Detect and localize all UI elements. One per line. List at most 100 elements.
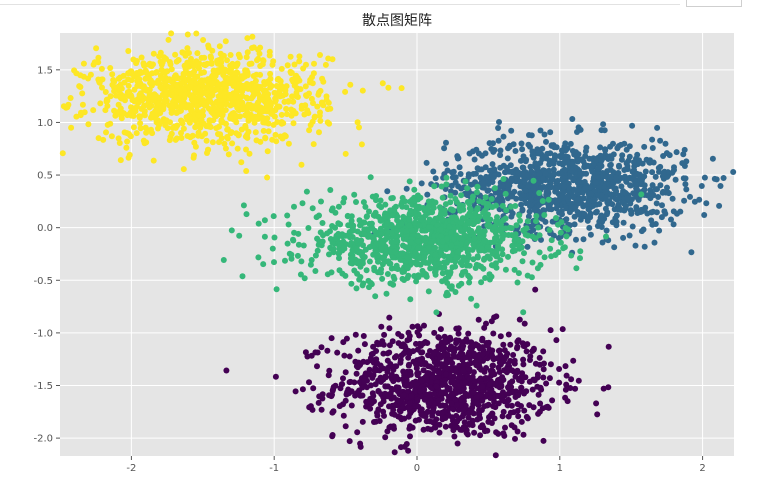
scatter-point <box>178 117 184 124</box>
scatter-point <box>353 245 360 252</box>
scatter-point <box>530 404 537 411</box>
scatter-point <box>340 412 347 419</box>
scatter-point <box>377 269 384 276</box>
scatter-point <box>593 157 599 164</box>
scatter-point <box>196 92 203 99</box>
scatter-point <box>165 36 172 43</box>
scatter-point <box>365 277 372 284</box>
scatter-point <box>79 101 86 108</box>
scatter-point <box>649 169 656 176</box>
scatter-point <box>157 84 164 91</box>
scatter-point <box>299 200 306 207</box>
scatter-point <box>133 130 140 137</box>
scatter-point <box>570 357 577 364</box>
scatter-point <box>537 400 544 407</box>
scatter-point <box>552 185 559 192</box>
scatter-point <box>182 65 189 72</box>
scatter-point <box>295 230 302 237</box>
scatter-point <box>346 241 353 248</box>
scatter-point <box>544 188 551 195</box>
scatter-point <box>519 258 526 265</box>
scatter-point <box>285 221 292 228</box>
scatter-point <box>85 121 92 128</box>
scatter-point <box>143 68 150 75</box>
scatter-point <box>630 190 637 197</box>
scatter-point <box>303 93 310 99</box>
scatter-point <box>439 361 446 368</box>
scatter-point <box>569 161 576 168</box>
scatter-point <box>244 35 251 42</box>
scatter-point <box>511 247 518 254</box>
scatter-point <box>581 211 588 217</box>
scatter-point <box>391 411 398 418</box>
scatter-point <box>611 244 618 251</box>
scatter-point <box>406 216 413 223</box>
scatter-point <box>439 270 446 277</box>
scatter-point <box>278 111 285 118</box>
scatter-point <box>406 178 413 185</box>
scatter-point <box>284 62 291 69</box>
scatter-point <box>146 91 153 98</box>
scatter-point <box>502 190 509 197</box>
scatter-point <box>463 430 470 436</box>
scatter-point <box>342 423 349 430</box>
scatter-point <box>389 386 396 393</box>
scatter-point <box>296 53 303 60</box>
scatter-point <box>497 227 504 234</box>
scatter-point <box>598 224 605 230</box>
scatter-point <box>547 245 554 252</box>
scatter-point <box>587 231 594 238</box>
scatter-point <box>629 122 636 129</box>
scatter-point <box>621 167 628 173</box>
scatter-point <box>250 116 257 123</box>
scatter-point <box>479 383 486 390</box>
scatter-point <box>563 216 570 223</box>
scatter-point <box>269 110 275 117</box>
scatter-point <box>400 350 407 357</box>
scatter-point <box>201 69 207 76</box>
scatter-point <box>214 57 221 64</box>
scatter-point <box>243 54 250 61</box>
scatter-point <box>500 162 507 169</box>
scatter-point <box>429 209 436 216</box>
scatter-point <box>291 203 297 210</box>
scatter-point <box>457 219 464 226</box>
scatter-point <box>471 429 478 436</box>
scatter-point <box>649 145 656 151</box>
scatter-point <box>200 37 207 43</box>
scatter-point <box>335 250 342 257</box>
scatter-point <box>252 77 259 84</box>
scatter-point <box>585 162 592 169</box>
scatter-point <box>603 227 610 234</box>
scatter-point <box>308 257 315 263</box>
scatter-point <box>526 208 533 215</box>
scatter-point <box>632 242 639 249</box>
scatter-point <box>260 97 266 103</box>
scatter-point <box>468 295 475 302</box>
scatter-point <box>386 314 393 321</box>
scatter-point <box>244 72 251 79</box>
scatter-point <box>523 388 530 395</box>
scatter-point <box>465 410 472 416</box>
scatter-point <box>443 371 449 378</box>
scatter-point <box>213 113 219 120</box>
scatter-point <box>298 105 305 112</box>
scatter-point <box>284 111 290 118</box>
scatter-point <box>613 174 620 181</box>
scatter-point <box>360 199 367 206</box>
scatter-point <box>511 357 518 364</box>
scatter-point <box>439 194 446 201</box>
scatter-point <box>383 248 389 255</box>
scatter-point <box>455 337 462 344</box>
scatter-point <box>452 368 459 375</box>
scatter-point <box>368 233 375 240</box>
scatter-point <box>216 43 223 50</box>
scatter-point <box>474 183 481 190</box>
scatter-point <box>496 369 503 375</box>
scatter-point <box>224 67 231 74</box>
scatter-point <box>443 181 450 188</box>
scatter-point <box>494 355 500 362</box>
scatter-point <box>489 410 496 417</box>
scatter-point <box>307 122 314 128</box>
scatter-point <box>405 362 412 369</box>
